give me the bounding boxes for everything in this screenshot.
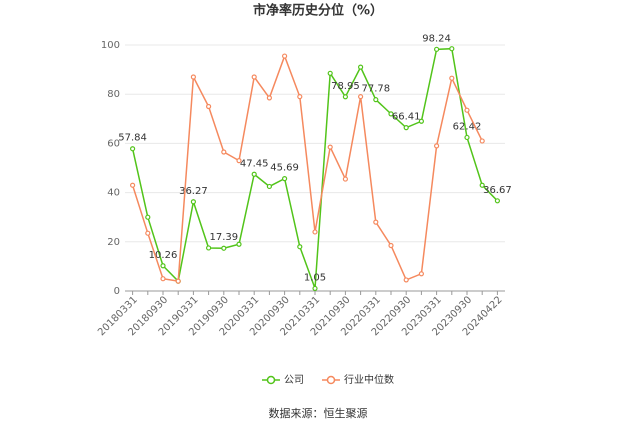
- point: [145, 214, 151, 220]
- point: [145, 230, 151, 236]
- y-tick-label: 100: [101, 40, 120, 51]
- data-label: 57.84: [118, 133, 147, 144]
- data-label: 66.41: [392, 112, 421, 123]
- point: [403, 277, 409, 283]
- point: [251, 171, 257, 177]
- data-label: 17.39: [209, 232, 238, 243]
- point: [130, 182, 136, 188]
- point: [418, 118, 424, 124]
- series-line: [131, 53, 483, 283]
- point: [327, 144, 333, 150]
- point: [312, 285, 318, 292]
- data-label: 1.05: [304, 272, 326, 283]
- legend-label: 公司: [284, 375, 304, 386]
- point: [160, 276, 166, 282]
- point: [282, 53, 288, 59]
- point: [464, 107, 470, 113]
- point: [266, 183, 272, 190]
- point: [388, 242, 394, 249]
- y-tick-label: 0: [114, 286, 120, 297]
- point: [358, 94, 364, 100]
- legend-swatch: [266, 375, 276, 385]
- point: [236, 241, 242, 247]
- point: [479, 182, 485, 188]
- point: [297, 94, 303, 100]
- legend-label: 行业中位数: [344, 373, 394, 386]
- point: [434, 46, 440, 52]
- point: [373, 219, 379, 225]
- point: [206, 245, 212, 251]
- point: [342, 176, 348, 182]
- data-label: 98.24: [422, 33, 451, 44]
- point: [327, 70, 333, 76]
- point: [175, 278, 181, 284]
- point: [403, 125, 409, 131]
- point: [342, 94, 348, 100]
- data-label: 62.42: [453, 121, 482, 132]
- y-tick-label: 80: [107, 89, 120, 100]
- point: [221, 149, 227, 155]
- data-label: 36.27: [179, 186, 208, 197]
- point: [160, 263, 166, 269]
- point: [130, 146, 136, 152]
- data-label: 47.45: [240, 158, 269, 169]
- point: [358, 64, 364, 70]
- point: [388, 111, 394, 117]
- point: [434, 143, 440, 149]
- y-tick-label: 40: [107, 188, 120, 199]
- point: [221, 245, 227, 251]
- point: [190, 74, 196, 80]
- chart-title: 市净率历史分位（%）: [253, 3, 383, 19]
- point: [282, 176, 288, 182]
- data-label: 10.26: [149, 250, 178, 261]
- point: [312, 229, 318, 235]
- point: [206, 103, 212, 110]
- point: [449, 75, 455, 81]
- legend-swatch: [326, 375, 336, 385]
- point: [236, 158, 242, 164]
- data-label: 77.78: [361, 84, 390, 95]
- point: [297, 244, 303, 250]
- point: [449, 46, 455, 52]
- data-label: 36.67: [483, 185, 512, 196]
- data-label: 78.95: [331, 81, 360, 92]
- data-label: 45.69: [270, 163, 299, 174]
- point: [251, 74, 257, 80]
- point: [266, 95, 272, 101]
- point: [464, 134, 470, 141]
- point: [494, 198, 500, 204]
- point: [190, 199, 196, 205]
- point: [418, 271, 424, 277]
- y-tick-label: 20: [107, 237, 120, 248]
- point: [373, 97, 379, 103]
- point: [479, 138, 485, 144]
- y-tick-label: 60: [107, 138, 120, 149]
- source: 数据来源：恒生聚源: [269, 406, 368, 420]
